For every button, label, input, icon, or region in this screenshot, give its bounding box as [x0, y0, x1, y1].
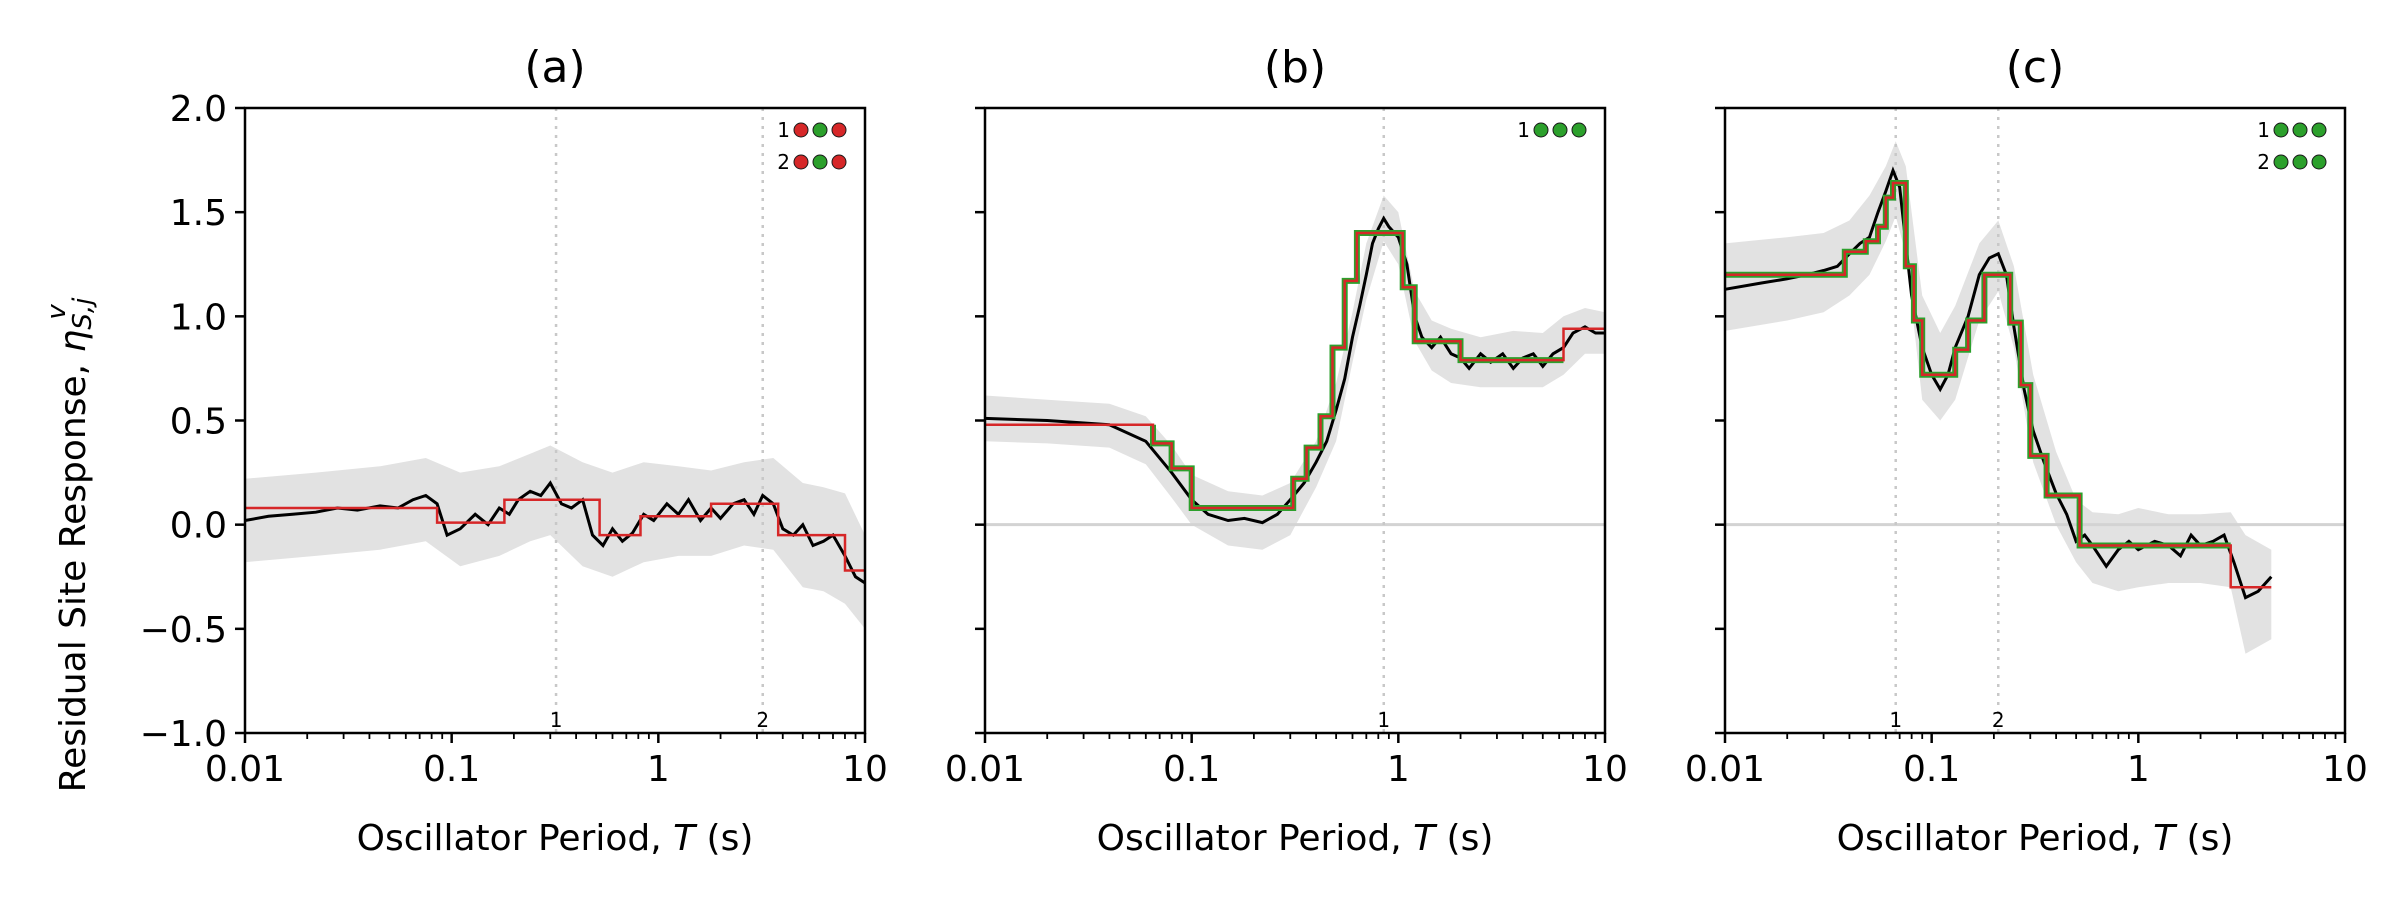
x-tick-label: 1 — [647, 749, 670, 790]
x-axis-label: Oscillator Period, T (s) — [357, 818, 754, 859]
legend-dot — [2273, 154, 2289, 170]
legend-dot — [793, 122, 809, 138]
x-axis-label-variable: T — [2153, 818, 2178, 859]
legend-label: 1 — [1517, 118, 1530, 142]
x-axis-label-unit: (s) — [695, 818, 753, 859]
y-axis-label-main: Residual Site Response, — [53, 353, 94, 793]
panels-group: (a)1 20.01 0.1 1 10−1.0−0.50.00.51.01.52.0Os… — [140, 42, 2368, 859]
mean-residual-line — [984, 215, 1605, 525]
y-tick-label: 0.0 — [170, 506, 227, 547]
x-tick-label: 0.1 — [423, 749, 480, 790]
y-tick-label: 1.0 — [170, 297, 227, 338]
y-axis-label-subscript: S,j — [68, 297, 98, 330]
step-fit-line — [1725, 181, 2272, 589]
legend-dot — [831, 122, 847, 138]
x-axis-label: Oscillator Period, T (s) — [1837, 818, 2234, 859]
y-tick-label: 1.5 — [170, 193, 227, 234]
legend-label: 1 — [777, 118, 790, 142]
x-tick-label: 0.01 — [205, 749, 285, 790]
legend-label: 1 — [2257, 118, 2270, 142]
x-tick-label: 10 — [1582, 749, 1628, 790]
period-marker-label: 2 — [1992, 708, 2005, 732]
panel-title: (b) — [1264, 42, 1326, 93]
x-tick-label: 0.1 — [1163, 749, 1220, 790]
legend-label: 2 — [2257, 150, 2270, 174]
uncertainty-band — [985, 195, 1605, 550]
legend-dot — [1571, 122, 1587, 138]
legend-dot — [1552, 122, 1568, 138]
step-fit-line — [245, 498, 865, 572]
step-fit-line — [985, 231, 1605, 510]
x-tick-label: 0.01 — [1685, 749, 1765, 790]
legend-dot — [812, 154, 828, 170]
x-axis-label-main: Oscillator Period, — [1837, 818, 2153, 859]
mean-residual-line — [244, 480, 866, 585]
panel-title: (c) — [2006, 42, 2065, 93]
x-tick-label: 1 — [2127, 749, 2150, 790]
y-axis-label: Residual Site Response, ηS,jv — [42, 297, 98, 792]
x-axis-label-unit: (s) — [2175, 818, 2233, 859]
y-tick-label: 2.0 — [170, 89, 227, 130]
period-marker-label: 2 — [756, 708, 769, 732]
x-axis-label-unit: (s) — [1435, 818, 1493, 859]
x-tick-label: 1 — [1387, 749, 1410, 790]
panel-2: (b) 1 0.01 0.1 1 10 Oscillator Period, T (s) 1 — [945, 42, 1628, 859]
legend-dot — [793, 154, 809, 170]
x-axis-label-variable: T — [1413, 818, 1438, 859]
y-tick-label: 0.5 — [170, 402, 227, 443]
legend-dot — [812, 122, 828, 138]
uncertainty-band — [245, 445, 865, 629]
panel-title: (a) — [524, 42, 585, 93]
period-marker-label: 1 — [550, 708, 563, 732]
legend-dot — [2273, 122, 2289, 138]
x-axis-label: Oscillator Period, T (s) — [1097, 818, 1494, 859]
period-marker-label: 1 — [1377, 708, 1390, 732]
x-axis-label-main: Oscillator Period, — [357, 818, 673, 859]
y-axis-label-superscript: v — [42, 304, 72, 320]
legend-dot — [2292, 122, 2308, 138]
legend-dot — [2311, 154, 2327, 170]
legend-label: 2 — [777, 150, 790, 174]
panel-1: (a) 1 2 0.01 0.1 1 10 −1.0 −0.5 0.0 0.5 1.0 1.5 2.0 Os… — [140, 42, 888, 859]
legend-dot — [2292, 154, 2308, 170]
y-axis-label-symbol: η — [53, 330, 94, 353]
period-marker-label: 1 — [1889, 708, 1902, 732]
x-tick-label: 0.1 — [1903, 749, 1960, 790]
y-tick-label: −1.0 — [140, 714, 227, 755]
legend-dot — [831, 154, 847, 170]
legend-dot — [1533, 122, 1549, 138]
y-tick-label: −0.5 — [140, 610, 227, 651]
legend-dot — [2311, 122, 2327, 138]
x-tick-label: 0.01 — [945, 749, 1025, 790]
x-axis-label-main: Oscillator Period, — [1097, 818, 1413, 859]
x-axis-label-variable: T — [673, 818, 698, 859]
x-tick-label: 10 — [842, 749, 888, 790]
x-tick-label: 10 — [2322, 749, 2368, 790]
